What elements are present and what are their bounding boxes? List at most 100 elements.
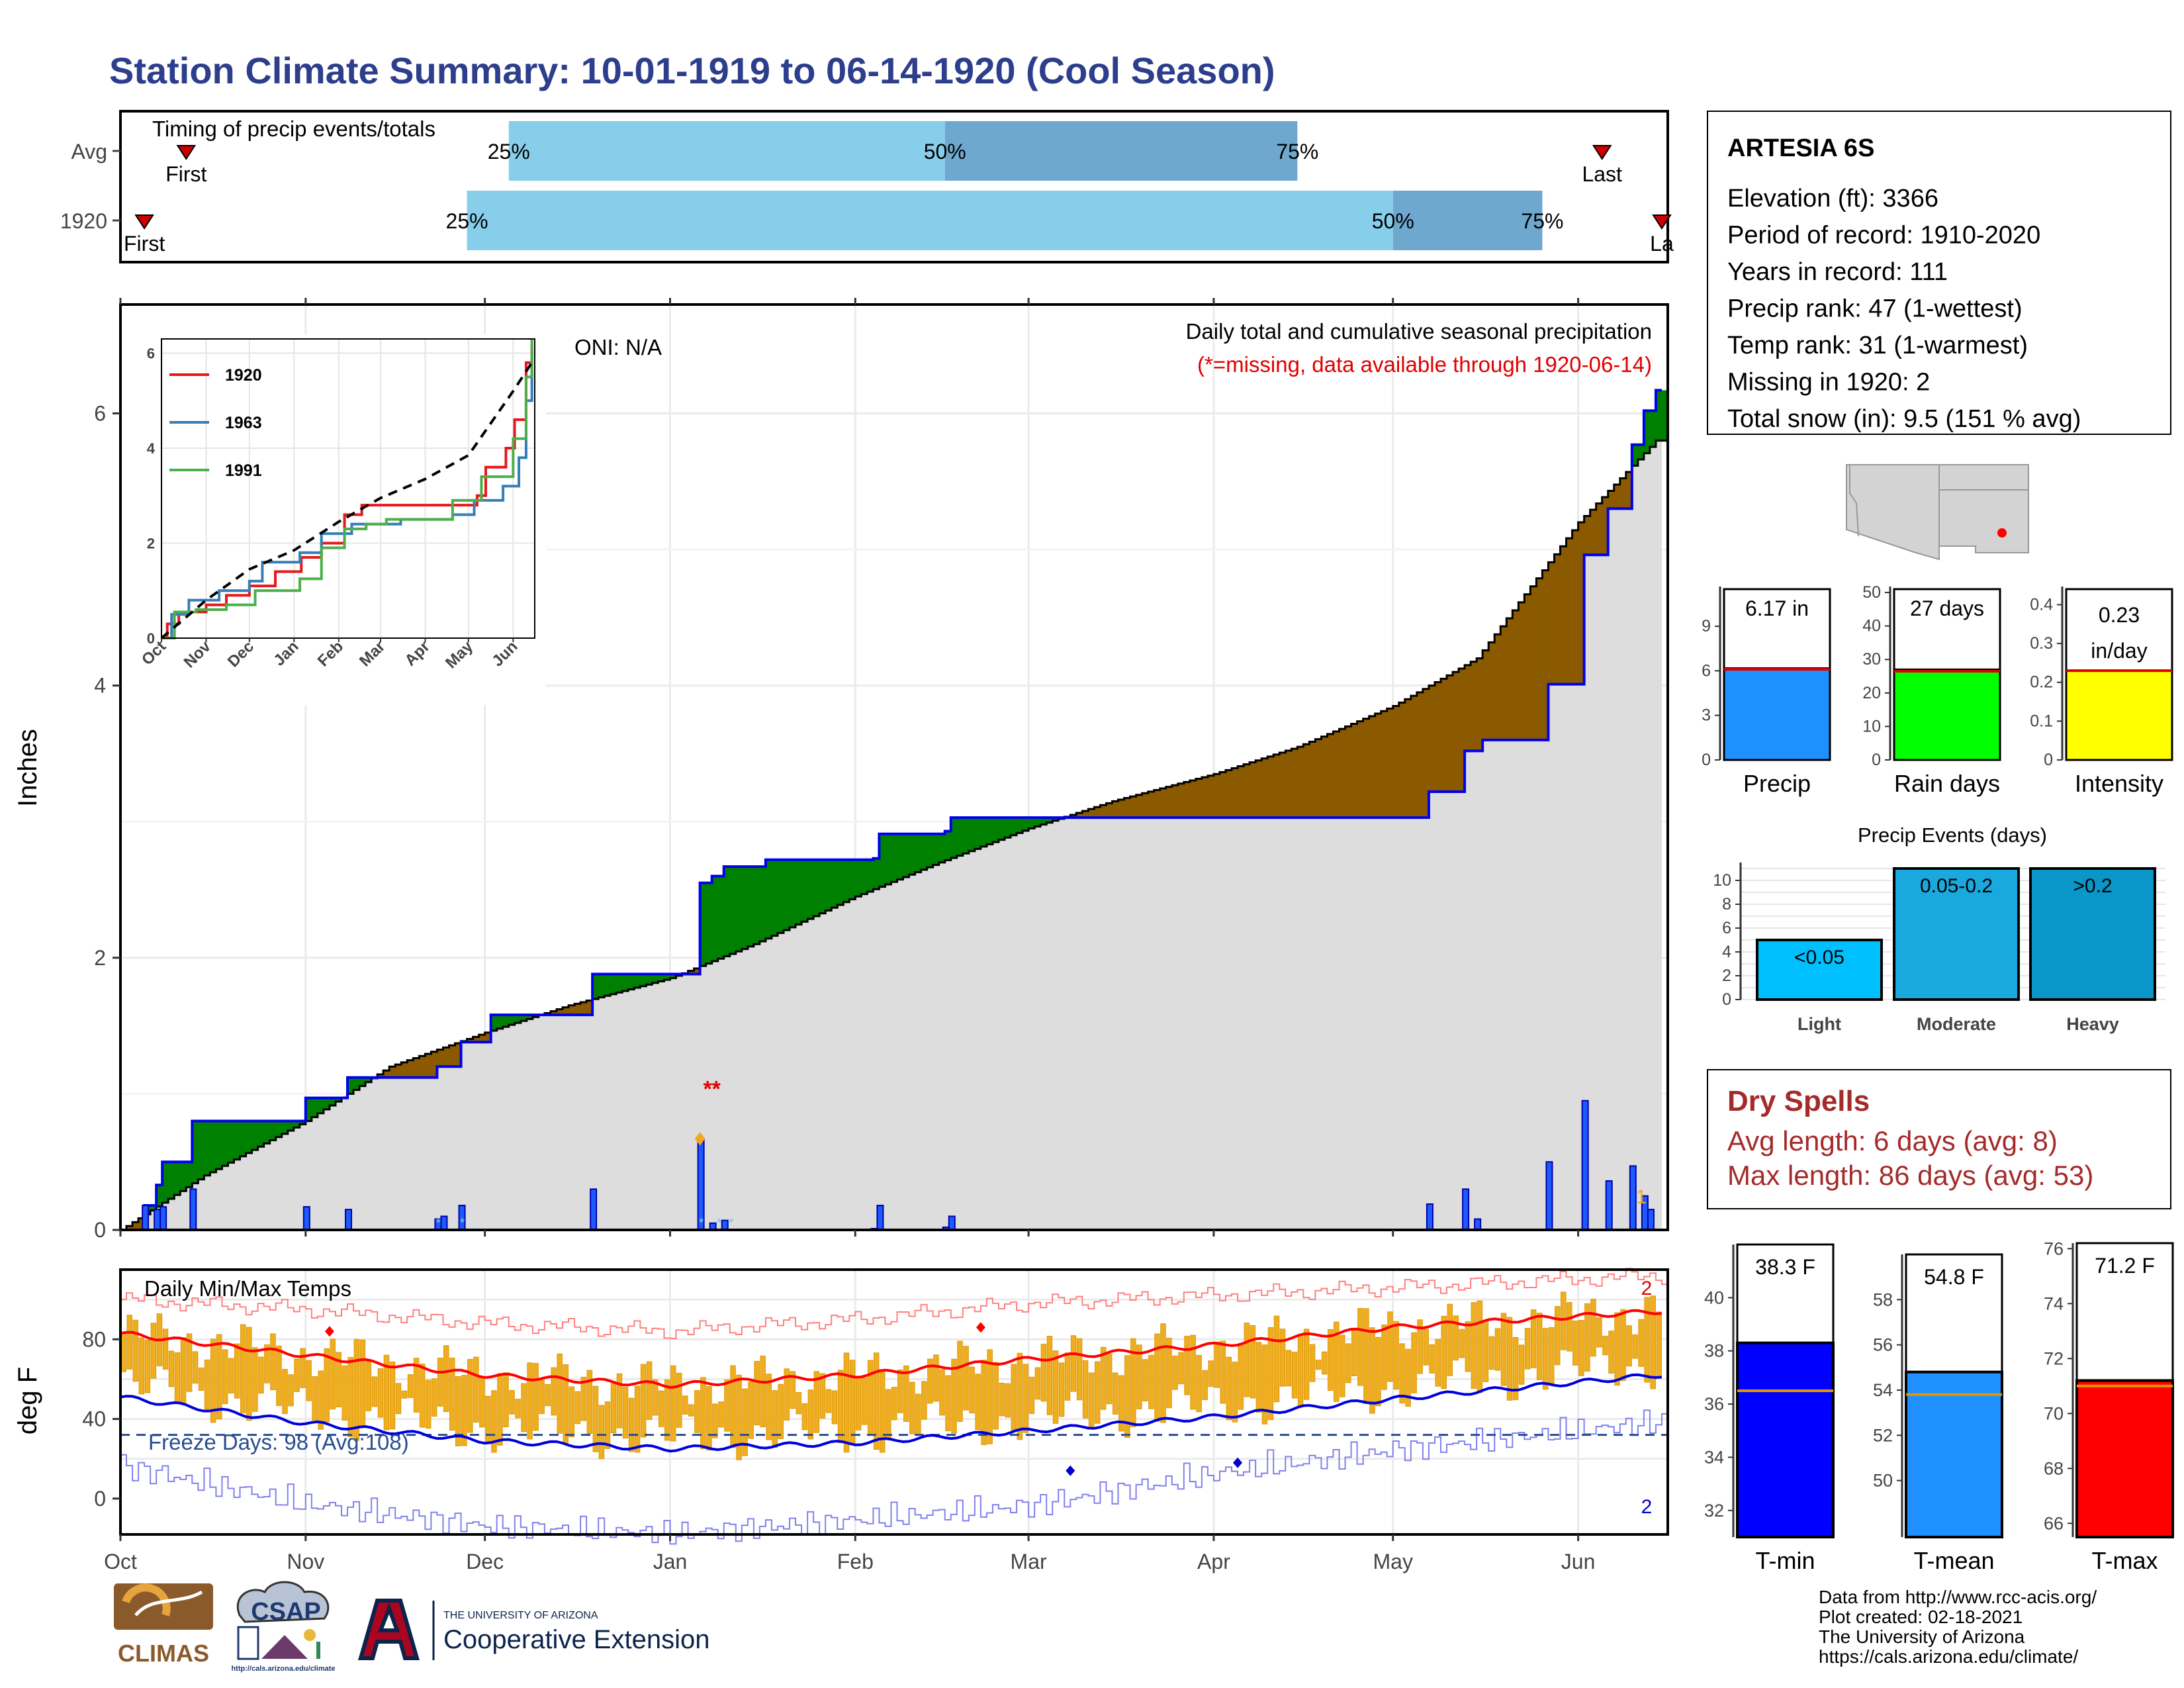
daily-temp-bar: [1190, 1335, 1196, 1410]
daily-temp-bar: [760, 1355, 766, 1428]
summary-value-bar: [1723, 667, 1831, 761]
summary-tick-label: 40: [1862, 617, 1881, 635]
surplus-area: [879, 833, 886, 887]
deficit-area: [1614, 485, 1621, 509]
surplus-area: [1040, 818, 1047, 825]
surplus-area: [592, 974, 599, 1000]
surplus-area: [992, 818, 999, 843]
daily-precip-bar: [590, 1188, 598, 1231]
daily-temp-bar: [479, 1377, 485, 1428]
daily-temp-bar: [1614, 1312, 1620, 1386]
temp-summary-value-label: 71.2 F: [2095, 1254, 2155, 1278]
deficit-area: [1530, 586, 1537, 740]
temp-top-marker: 2: [1641, 1278, 1653, 1299]
deficit-area: [1171, 785, 1179, 818]
timing-row-label: Avg: [71, 140, 107, 164]
daily-temp-bar: [688, 1404, 694, 1417]
daily-temp-bar: [1542, 1328, 1549, 1390]
summary-tick-label: 0.2: [2030, 673, 2053, 692]
inset-legend-label: 1920: [225, 366, 262, 385]
deficit-area: [419, 1056, 426, 1078]
daily-temp-bar: [449, 1357, 455, 1431]
deficit-area: [1232, 768, 1238, 818]
surplus-area: [640, 974, 647, 986]
surplus-area: [646, 974, 653, 985]
deficit-area: [1404, 699, 1412, 818]
daily-temp-bar: [1136, 1344, 1142, 1409]
deficit-area: [574, 1004, 581, 1015]
surplus-area: [216, 1121, 223, 1170]
daily-temp-bar: [1405, 1348, 1411, 1407]
daily-temp-bar: [1602, 1335, 1608, 1356]
daily-temp-bar: [1238, 1342, 1244, 1410]
surplus-area: [938, 833, 946, 863]
daily-temp-bar: [186, 1333, 193, 1392]
daily-temp-bar: [1255, 1342, 1262, 1413]
daily-temp-bar: [903, 1365, 909, 1422]
daily-temp-bar: [1028, 1376, 1035, 1415]
surplus-area: [735, 867, 743, 952]
surplus-area: [933, 833, 940, 865]
surplus-area: [186, 1162, 193, 1188]
ua-block-a-icon: [358, 1599, 420, 1660]
daily-temp-bar: [1399, 1343, 1405, 1404]
deficit-area: [1536, 578, 1543, 740]
daily-temp-bar: [120, 1333, 127, 1372]
daily-temp-bar: [1172, 1355, 1178, 1390]
deficit-area: [1524, 594, 1531, 740]
daily-temp-bar: [419, 1364, 426, 1428]
x-tick-label: Jun: [1561, 1550, 1596, 1573]
daily-temp-bar: [640, 1364, 647, 1438]
temp-summary-tick-label: 56: [1873, 1335, 1893, 1355]
surplus-area: [796, 859, 802, 925]
timing-last-label: La: [1650, 232, 1674, 256]
daily-temp-bar: [264, 1344, 270, 1383]
deficit-area: [1416, 692, 1424, 818]
daily-precip-bar: [721, 1219, 729, 1231]
daily-temp-bar: [1471, 1302, 1477, 1389]
daily-temp-bar: [975, 1374, 981, 1430]
surplus-area: [974, 818, 981, 849]
events-tick-label: 2: [1722, 966, 1731, 985]
daily-temp-bar: [252, 1347, 258, 1412]
deficit-area: [1226, 770, 1232, 818]
daily-temp-bar: [1411, 1332, 1417, 1393]
climas-wordmark: CLIMAS: [118, 1640, 209, 1667]
surplus-area: [305, 1098, 312, 1121]
daily-temp-bar: [1608, 1331, 1614, 1374]
inset-y-tick-label: 6: [147, 346, 155, 362]
daily-temp-bar: [1584, 1303, 1590, 1372]
trace-marker: *: [729, 1216, 734, 1231]
credit-line: Plot created: 02-18-2021: [1819, 1607, 2023, 1627]
daily-temp-bar: [306, 1360, 312, 1401]
temp-summary-tick-label: 58: [1873, 1289, 1893, 1309]
daily-temp-bar: [616, 1373, 623, 1429]
daily-temp-bar: [1285, 1350, 1292, 1387]
dry-spells-box: Dry Spells Avg length: 6 days (avg: 8) M…: [1707, 1069, 2171, 1209]
surplus-area: [323, 1098, 330, 1109]
daily-precip-bar: [302, 1206, 310, 1231]
station-info-line: Precip rank: 47 (1-wettest): [1727, 295, 2023, 323]
daily-temp-bar: [897, 1369, 903, 1413]
daily-temp-bar: [557, 1353, 563, 1434]
deficit-area: [1566, 538, 1573, 684]
temp-summary-bars: 32 34 36 38 40 38.3 F T-min 50 52 54 56 58 54.8 F T-m…: [1704, 1239, 2174, 1574]
daily-temp-bar: [461, 1375, 467, 1446]
daily-temp-bar: [915, 1393, 921, 1434]
deficit-area: [1381, 711, 1388, 818]
timing-p50-label: 50%: [1372, 209, 1414, 233]
daily-temp-bar: [999, 1382, 1005, 1417]
csap-url: http://cals.arizona.edu/climate: [231, 1665, 335, 1673]
temp-summary-value-label: 38.3 F: [1755, 1255, 1815, 1279]
surplus-area: [765, 859, 772, 939]
daily-precip-bar: [1629, 1165, 1637, 1231]
daily-temp-bar: [1590, 1299, 1596, 1357]
surplus-area: [628, 974, 635, 990]
daily-temp-bar: [861, 1378, 868, 1425]
surplus-area: [831, 859, 838, 908]
deficit-area: [383, 1070, 390, 1078]
daily-temp-bar: [610, 1381, 617, 1434]
surplus-area: [843, 859, 850, 902]
daily-temp-bar: [569, 1386, 575, 1438]
avg-cumulative-line: [120, 440, 1668, 1231]
